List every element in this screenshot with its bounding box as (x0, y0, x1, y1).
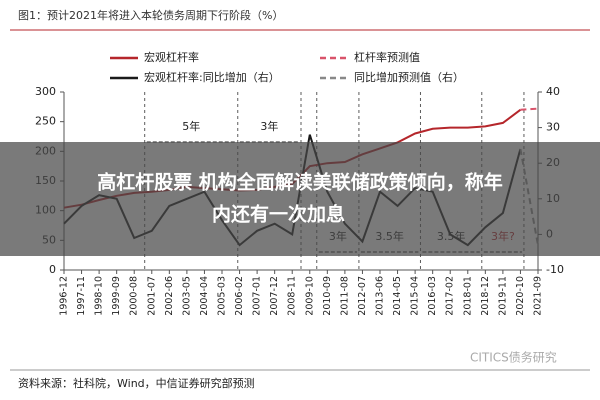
y2-tick-label: 40 (546, 85, 560, 98)
x-tick-label: 2014-05 (392, 276, 403, 316)
series-line (520, 107, 539, 111)
overlay-text: 高杠杆股票 机构全面解读美联储政策倾向，称年 (97, 171, 503, 194)
x-tick-label: 2002-06 (164, 276, 175, 316)
y2-tick-label: 30 (546, 121, 560, 134)
x-tick-label: 1998-10 (94, 276, 105, 316)
x-tick-label: 2018-01 (462, 276, 473, 316)
x-tick-label: 2004-04 (199, 276, 210, 316)
x-tick-label: 2017-02 (445, 276, 456, 316)
overlay-text: 内还有一次加息 (212, 203, 345, 226)
x-tick-label: 2013-06 (375, 276, 386, 316)
source: 资料来源：社科院，Wind，中信证券研究部预测 (18, 376, 255, 390)
x-tick-label: 2020-10 (515, 276, 526, 316)
x-tick-label: 2009-10 (304, 276, 315, 316)
chart-title: 图1：预计2021年将进入本轮债务周期下行阶段（%） (18, 8, 283, 22)
legend-label: 同比增加预测值（右） (354, 70, 464, 84)
annotation: 3年 (260, 119, 278, 133)
y-tick-label: 300 (35, 85, 56, 98)
x-tick-label: 1996-12 (59, 276, 70, 316)
x-tick-label: 2001-07 (146, 276, 157, 316)
overlay-banner (0, 142, 600, 256)
legend-label: 宏观杠杆率:同比增加（右） (144, 70, 280, 84)
x-tick-label: 2010-09 (322, 276, 333, 316)
x-tick-label: 2005-03 (217, 276, 228, 316)
x-tick-label: 2012-07 (357, 276, 368, 316)
legend-label: 杠杆率预测值 (354, 50, 420, 64)
x-tick-label: 1997-11 (76, 276, 87, 316)
x-tick-label: 2018-12 (480, 276, 491, 316)
y-tick-label: 0 (49, 263, 56, 276)
x-tick-label: 2019-11 (497, 276, 508, 316)
x-tick-label: 2008-11 (287, 276, 298, 316)
y2-tick-label: -10 (546, 263, 564, 276)
x-tick-label: 2007-12 (269, 276, 280, 316)
x-tick-label: 2006-02 (234, 276, 245, 316)
y-tick-label: 250 (35, 115, 56, 128)
annotation: 5年 (182, 119, 200, 133)
x-tick-label: 2003-05 (181, 276, 192, 316)
x-tick-label: 2000-08 (129, 276, 140, 316)
legend-label: 宏观杠杆率 (144, 50, 199, 64)
x-tick-label: 2016-03 (427, 276, 438, 316)
x-tick-label: 2007-01 (252, 276, 263, 316)
x-tick-label: 1999-09 (111, 276, 122, 316)
x-tick-label: 2021-09 (533, 276, 544, 316)
x-tick-label: 2015-04 (410, 276, 421, 316)
watermark: CITICS债务研究 (470, 350, 557, 365)
x-tick-label: 2011-08 (339, 276, 350, 316)
